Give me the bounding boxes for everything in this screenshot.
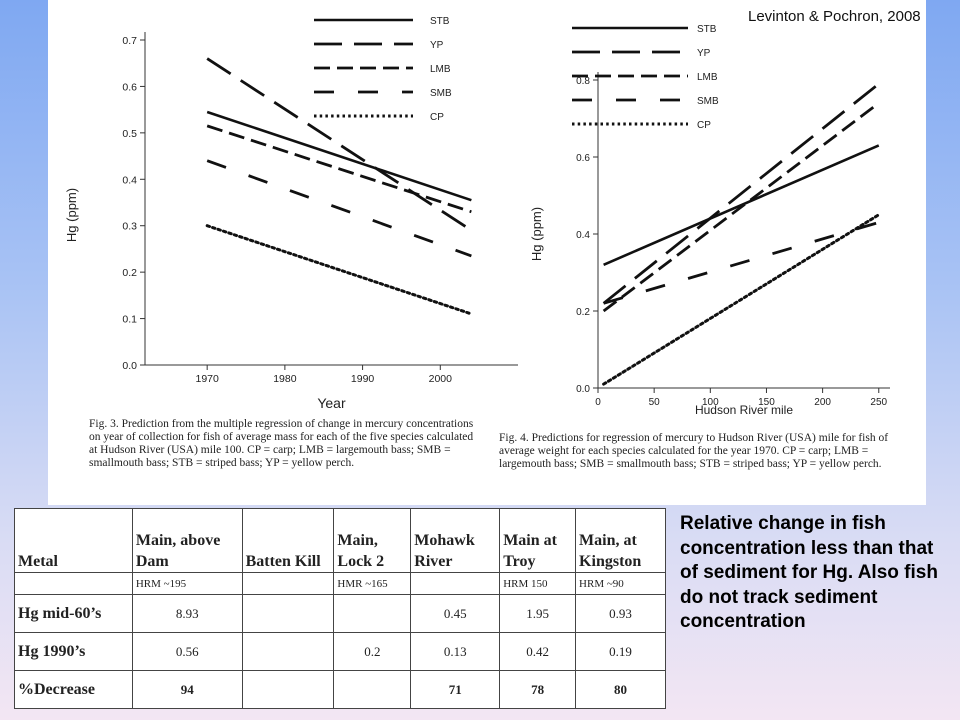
legend-label-smb: SMB: [430, 88, 452, 99]
table-header-cell: Batten Kill: [241, 508, 335, 573]
table-cell: [333, 670, 412, 709]
table-row-label: Hg mid-60’s: [14, 594, 133, 633]
table-cell: [241, 594, 335, 633]
series-line-cp: [205, 224, 473, 316]
table-header-cell: Main, above Dam: [131, 508, 243, 573]
table-cell: 0.93: [575, 594, 666, 633]
table-body: Metal Main, above Dam Batten Kill Main, Loc…: [14, 508, 666, 709]
legend-label-lmb: LMB: [697, 72, 718, 83]
legend-label-cp: CP: [697, 120, 711, 131]
table-cell: 0.56: [131, 632, 243, 671]
y-tick-label: 0.5: [122, 128, 137, 140]
x-tick-label: 200: [814, 397, 831, 408]
table-cell: [241, 670, 335, 709]
table-cell: [241, 632, 335, 671]
table-header-cell: Metal: [14, 508, 133, 573]
table-row-label: %Decrease: [14, 670, 133, 709]
y-tick-label: 0.6: [122, 81, 137, 93]
series-line-stb: [206, 110, 472, 202]
y-tick-label: 0.3: [122, 221, 137, 233]
y-tick-label: 0.7: [122, 35, 137, 47]
series-line-lmb: [206, 124, 472, 214]
table-cell: 80: [575, 670, 666, 709]
x-tick-label: 50: [649, 397, 661, 408]
legend-label-yp: YP: [697, 48, 711, 59]
table-header-cell: Mohawk River: [410, 508, 501, 573]
y-tick-label: 0.4: [122, 174, 137, 186]
y-tick-label: 0.6: [576, 153, 590, 164]
table-cell: HRM ~90: [575, 572, 666, 595]
table-cell: HRM 150: [499, 572, 577, 595]
table-cell: 78: [499, 670, 577, 709]
table-row-label: Hg 1990’s: [14, 632, 133, 671]
table-header-row: Metal Main, above Dam Batten Kill Main, Loc…: [14, 508, 666, 573]
table-cell: [333, 594, 412, 633]
table-row-label: [14, 572, 133, 595]
x-axis-title: Year: [317, 395, 346, 411]
table-cell: 71: [410, 670, 501, 709]
legend-label-cp: CP: [430, 112, 444, 123]
y-tick-label: 0.4: [576, 230, 590, 241]
table-row: HRM ~195 HMR ~165 HRM 150 HRM ~90: [14, 572, 666, 595]
table-cell: [241, 572, 335, 595]
figure-panel: 0.0 0.1 0.2 0.3 0.4 0.5 0.6 0.7 1970 1980 1990 2000…: [48, 0, 926, 505]
series-line-stb: [603, 144, 880, 266]
legend-label-lmb: LMB: [430, 64, 451, 75]
y-tick-label: 0.2: [122, 267, 137, 279]
table-cell: [410, 572, 501, 595]
series-line-smb: [206, 159, 472, 258]
comment-text: Relative change in fish concentration le…: [680, 513, 938, 632]
series-line-cp: [602, 213, 881, 386]
x-tick-label: 1980: [273, 373, 297, 385]
chart-3: 0.0 0.1 0.2 0.3 0.4 0.5 0.6 0.7 1970 1980 1990 2000…: [64, 16, 518, 411]
table-cell: 8.93: [131, 594, 243, 633]
x-tick-label: 2000: [429, 373, 453, 385]
table-cell: 0.45: [410, 594, 501, 633]
table-row: Hg 1990’s 0.56 0.2 0.13 0.42 0.19: [14, 632, 666, 671]
y-tick-label: 0.8: [576, 76, 590, 87]
table-header-cell: Main, Lock 2: [333, 508, 412, 573]
table-cell: HMR ~165: [333, 572, 412, 595]
legend-label-yp: YP: [430, 40, 444, 51]
y-tick-label: 0.2: [576, 307, 590, 318]
table-cell: 0.19: [575, 632, 666, 671]
chart-4: 0.0 0.2 0.4 0.6 0.8 0 50 100 150 200 250 Hudson Riv…: [529, 24, 890, 417]
x-tick-label: 250: [870, 397, 887, 408]
table-cell: 0.13: [410, 632, 501, 671]
x-tick-label: 0: [595, 397, 601, 408]
table-row: %Decrease 94 71 78 80: [14, 670, 666, 709]
citation: Levinton & Pochron, 2008: [748, 8, 921, 25]
legend-label-stb: STB: [697, 24, 717, 35]
table-header-cell: Main, at Kingston: [575, 508, 666, 573]
x-tick-label: 150: [758, 397, 775, 408]
table-cell: 0.2: [333, 632, 412, 671]
y-axis-title: Hg (ppm): [529, 207, 544, 261]
x-tick-label: 1970: [195, 373, 219, 385]
y-tick-label: 0.0: [122, 360, 137, 372]
table-cell: 94: [131, 670, 243, 709]
series-line-yp: [206, 57, 473, 232]
series-line-lmb: [602, 101, 880, 313]
y-tick-label: 0.1: [122, 314, 137, 326]
y-axis-title: Hg (ppm): [64, 188, 79, 242]
legend-label-stb: STB: [430, 16, 450, 27]
x-tick-label: 100: [702, 397, 719, 408]
legend-label-smb: SMB: [697, 96, 719, 107]
fig4-caption: Fig. 4. Predictions for regression of me…: [499, 432, 889, 470]
mercury-table: Metal Main, above Dam Batten Kill Main, Loc…: [14, 508, 666, 709]
table-cell: 1.95: [499, 594, 577, 633]
table-header-cell: Main at Troy: [499, 508, 577, 573]
x-axis-title: Hudson River mile: [695, 403, 793, 417]
table-row: Hg mid-60’s 8.93 0.45 1.95 0.93: [14, 594, 666, 633]
table-cell: 0.42: [499, 632, 577, 671]
series-line-smb: [603, 221, 880, 305]
x-tick-label: 1990: [351, 373, 375, 385]
table-cell: HRM ~195: [131, 572, 243, 595]
fig3-caption: Fig. 3. Prediction from the multiple reg…: [89, 418, 474, 469]
y-tick-label: 0.0: [576, 384, 590, 395]
series-line-yp: [602, 82, 880, 305]
